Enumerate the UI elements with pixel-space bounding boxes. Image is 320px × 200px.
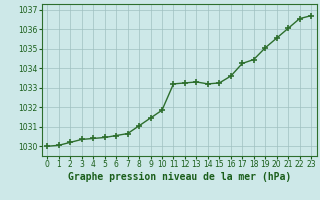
X-axis label: Graphe pression niveau de la mer (hPa): Graphe pression niveau de la mer (hPa) xyxy=(68,172,291,182)
